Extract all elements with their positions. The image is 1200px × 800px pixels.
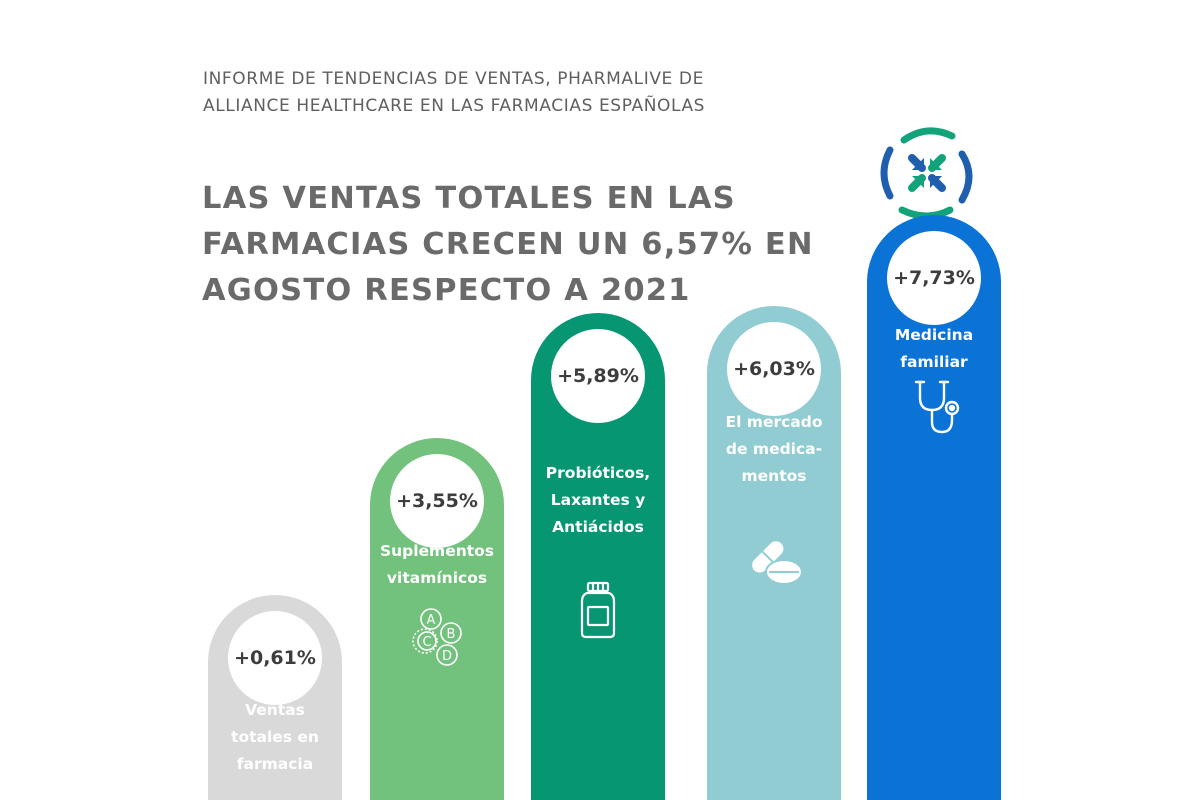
value-label: +0,61% [228, 611, 322, 705]
category-label: Suplementos vitamínicos [370, 538, 504, 592]
medicine-bottle-icon [568, 579, 628, 639]
value-label: +5,89% [551, 329, 645, 423]
value-label: +3,55% [390, 454, 484, 548]
svg-text:C: C [422, 635, 431, 650]
category-label-line: de medica- [725, 440, 823, 458]
report-subtitle: INFORME DE TENDENCIAS DE VENTAS, PHARMAL… [203, 69, 706, 116]
category-label-line: mentos [741, 467, 807, 485]
category-label-line: Antiácidos [552, 518, 644, 536]
category-label-line: Suplementos [379, 542, 495, 560]
category-label: Probióticos, Laxantes y Antiácidos [531, 460, 665, 541]
category-label-line: farmacia [236, 755, 314, 773]
bar-medicamentos: +6,03% El mercado de medica-mentos [707, 306, 841, 800]
category-label-line: Laxantes y [550, 491, 646, 509]
page-title: LAS VENTAS TOTALES EN LAS FARMACIAS CREC… [202, 181, 814, 308]
category-label: Ventas totales en farmacia [208, 697, 342, 778]
svg-text:D: D [442, 649, 452, 664]
stethoscope-icon [904, 376, 964, 436]
category-label-line: familiar [900, 353, 968, 371]
value-label: +7,73% [887, 231, 981, 325]
svg-text:A: A [427, 613, 436, 628]
value-label: +6,03% [727, 322, 821, 416]
pills-icon [744, 528, 804, 588]
bar-ventas-totales: +0,61% Ventas totales en farmacia [208, 595, 342, 800]
category-label-line: El mercado [725, 413, 823, 431]
category-label: El mercado de medica-mentos [707, 409, 841, 490]
bar-medicina-familiar: +7,73% Medicina familiar [867, 215, 1001, 800]
bar-probioticos: +5,89% Probióticos, Laxantes y Antiácidos [531, 313, 665, 800]
category-label: Medicina familiar [867, 322, 1001, 376]
category-label-line: Medicina [894, 326, 974, 344]
cross-arrows-logo-icon [872, 118, 982, 228]
category-label-line: totales en [231, 728, 319, 746]
category-label-line: Ventas [245, 701, 305, 719]
svg-text:B: B [447, 627, 456, 642]
bar-suplementos: +3,55% Suplementos vitamínicos A B C D [370, 438, 504, 800]
category-label-line: Probióticos, [545, 464, 651, 482]
category-label-line: vitamínicos [386, 569, 488, 587]
